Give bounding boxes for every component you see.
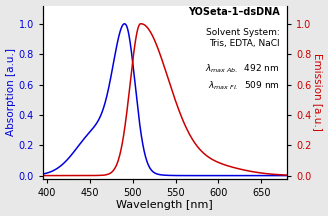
- Text: $\lambda_{max\ Ab.}$  492 nm: $\lambda_{max\ Ab.}$ 492 nm: [205, 63, 279, 75]
- Y-axis label: Emission [a.u.]: Emission [a.u.]: [313, 53, 322, 131]
- X-axis label: Wavelength [nm]: Wavelength [nm]: [116, 200, 213, 210]
- Text: $\lambda_{max\ Fl.}$  509 nm: $\lambda_{max\ Fl.}$ 509 nm: [208, 80, 279, 92]
- Y-axis label: Absorption [a.u.]: Absorption [a.u.]: [6, 48, 15, 136]
- Text: Solvent System:
Tris, EDTA, NaCl: Solvent System: Tris, EDTA, NaCl: [206, 28, 279, 48]
- Text: YOSeta-1–dsDNA: YOSeta-1–dsDNA: [188, 7, 279, 17]
